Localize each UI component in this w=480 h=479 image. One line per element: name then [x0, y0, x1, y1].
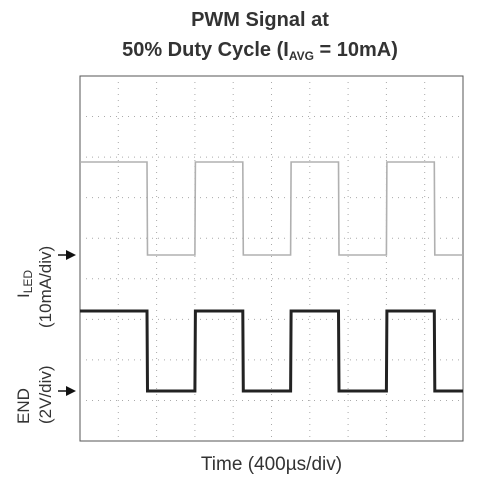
plot-traces: [80, 161, 463, 393]
title-suffix: = 10mA): [313, 39, 398, 61]
ylabel-end: END: [14, 388, 33, 424]
x-axis-label: Time (400µs/div): [200, 454, 343, 475]
ylabel-iled: ILED: [14, 270, 38, 298]
ground-marker-end: [66, 386, 76, 396]
ylabel-iled-main: I: [14, 293, 33, 298]
ground-marker-iled: [66, 250, 76, 260]
ylabel-iled-sub: LED: [21, 269, 35, 294]
trace-end: [80, 309, 463, 393]
title-subscript: AVG: [288, 49, 314, 63]
ylabel-end-scale: (2V/div): [36, 365, 55, 424]
chart-title-line1: PWM Signal at: [191, 9, 329, 31]
plot-grid: [80, 76, 463, 441]
chart-title-line2: 50% Duty Cycle (IAVG = 10mA): [20, 38, 480, 68]
title-prefix: 50% Duty Cycle (I: [122, 39, 289, 61]
plot-markers: [58, 250, 76, 396]
ylabel-iled-scale: (10mA/div): [36, 245, 55, 328]
trace-iled: [80, 161, 463, 256]
